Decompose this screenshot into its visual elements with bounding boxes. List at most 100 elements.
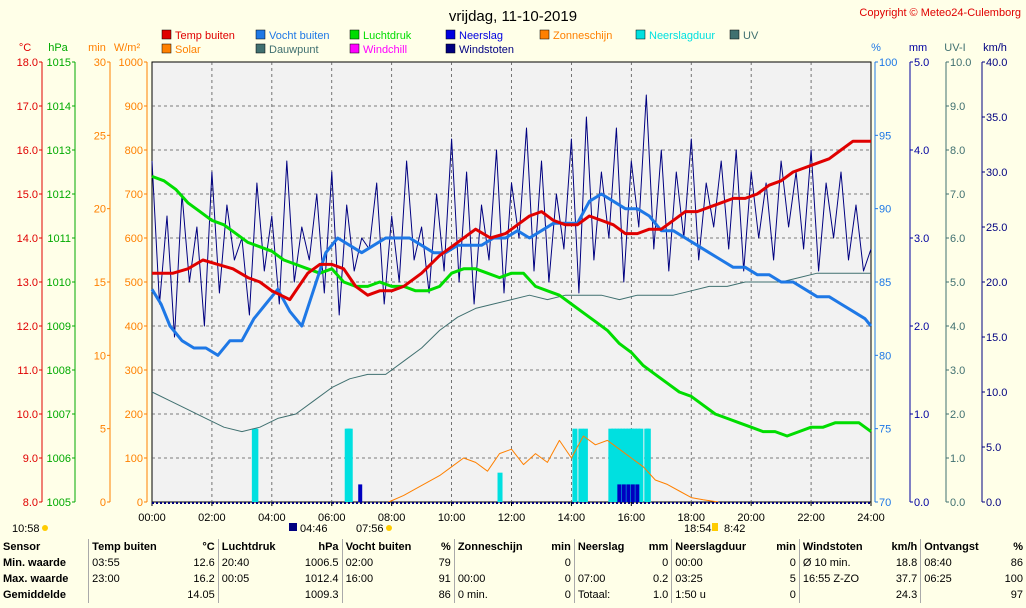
axis-tick-label: 1000: [119, 57, 143, 69]
summary-cell-value: 1012.4: [304, 573, 339, 585]
moonrise-label: 04:46: [300, 523, 328, 535]
summary-cell-value: 0: [564, 573, 571, 585]
axis-tick-label: 15.0: [986, 332, 1007, 344]
axis-tick-label: 12.0: [17, 321, 38, 333]
axis-tick-label: 85: [879, 277, 891, 289]
rain-duration-bar: [578, 428, 584, 502]
x-tick-label: 00:00: [138, 512, 166, 524]
axis-tick-label: 0.0: [914, 497, 929, 509]
precipitation-bar: [626, 484, 631, 502]
rain-duration-bar: [572, 428, 578, 502]
x-tick-label: 02:00: [198, 512, 226, 524]
summary-cell-time: 16:00: [341, 571, 432, 587]
rain-duration-bar: [608, 428, 614, 502]
axis-tick-label: 900: [125, 101, 143, 113]
summary-cell-time: 06:25: [920, 571, 996, 587]
legend: Temp buiten Vocht buiten Luchtdruk Neerslag…: [161, 29, 759, 56]
summary-header-label: Windstoten: [798, 539, 882, 555]
axis-tick-label: 100: [125, 453, 143, 465]
summary-table: Sensor Temp buiten °C Luchtdruk hPa Vocht bui…: [0, 539, 1026, 603]
series-line-solar: [388, 435, 719, 503]
axis-tick-label: 70: [879, 497, 891, 509]
legend-label: Windstoten: [459, 44, 514, 56]
axis-tick-label: 1008: [47, 365, 71, 377]
axis-tick-label: 80: [879, 350, 891, 362]
legend-label: Solar: [175, 44, 201, 56]
precipitation-bar: [617, 484, 622, 502]
summary-header-unit: °C: [202, 541, 215, 553]
axis-tick-label: 25.0: [986, 222, 1007, 234]
rain-duration-bar: [582, 428, 588, 502]
summary-cell-value: 14.05: [187, 589, 215, 601]
axis-tick-label: 2.0: [914, 321, 929, 333]
axis-tick-label: 1014: [47, 101, 71, 113]
axis-tick-label: 14.0: [17, 233, 38, 245]
sunset-label: 18:54: [684, 523, 712, 535]
rain-duration-bar: [635, 428, 641, 502]
series-line-dauwpunt: [151, 272, 871, 433]
rain-duration-bar: [617, 428, 623, 502]
rain-duration-bar: [632, 428, 638, 502]
axis-unit-right: mm: [909, 42, 927, 54]
axis-unit-left: °C: [19, 42, 31, 54]
axis-tick-label: 5.0: [914, 57, 929, 69]
axis-tick-label: 1009: [47, 321, 71, 333]
axis-tick-label: 1010: [47, 277, 71, 289]
x-tick-label: 14:00: [558, 512, 586, 524]
legend-label: UV: [743, 30, 759, 42]
summary-header-label: Temp buiten: [88, 539, 177, 555]
axis-unit-left: W/m²: [114, 42, 141, 54]
summary-cell-time: [217, 587, 293, 603]
x-tick-label: 08:00: [378, 512, 406, 524]
sunrise-icon: [386, 525, 392, 531]
summary-cell-value: 1.0: [652, 589, 669, 601]
summary-header-label: Neerslag: [573, 539, 640, 555]
sunset-icon: [712, 523, 718, 531]
axis-tick-label: 90: [879, 204, 891, 216]
summary-cell-value: 0: [789, 557, 796, 569]
axis-tick-label: 20.0: [986, 277, 1007, 289]
summary-cell-time: [573, 555, 640, 571]
summary-cell-time: 20:40: [217, 555, 293, 571]
axis-tick-label: 1007: [47, 409, 71, 421]
axis-tick-label: 25: [94, 130, 106, 142]
rain-duration-bar: [620, 428, 626, 502]
summary-cell-value: 100: [1004, 573, 1023, 585]
legend-label: Neerslagduur: [649, 30, 715, 42]
legend-swatch: [161, 29, 172, 40]
summary-cell-time: 03:55: [88, 555, 177, 571]
legend-label: Dauwpunt: [269, 44, 319, 56]
axis-tick-label: 700: [125, 189, 143, 201]
rain-duration-bar: [497, 472, 503, 502]
summary-header-sensor: Sensor: [3, 541, 41, 553]
axis-tick-label: 0.0: [986, 497, 1001, 509]
x-tick-label: 10:00: [438, 512, 466, 524]
summary-cell-value: 5: [789, 573, 796, 585]
axis-tick-label: 17.0: [17, 101, 38, 113]
summary-cell-value: 86: [1010, 557, 1023, 569]
axis-tick-label: 9.0: [23, 453, 38, 465]
axis-units: °C hPa min W/m²% mm UV-I km/h: [19, 42, 1007, 54]
axis-unit-left: hPa: [48, 42, 68, 54]
summary-cell-time: 00:00: [453, 571, 543, 587]
legend-label: Zonneschijn: [553, 30, 612, 42]
legend-label: Temp buiten: [175, 30, 235, 42]
summary-header-row: Sensor Temp buiten °C Luchtdruk hPa Vocht bui…: [0, 539, 1026, 555]
rain-duration-bar: [611, 428, 617, 502]
x-tick-label: 22:00: [797, 512, 825, 524]
axis-tick-label: 18.0: [17, 57, 38, 69]
summary-row-avg: Gemiddelde 14.05 1009.3 86 0 min. 0 Totaal: 1.0…: [0, 587, 1026, 603]
moonset-label: 8:42: [724, 523, 745, 535]
axis-tick-label: 5.0: [950, 277, 965, 289]
axis-tick-label: 30.0: [986, 167, 1007, 179]
axis-tick-label: 10: [94, 350, 106, 362]
summary-header-unit: hPa: [318, 541, 339, 553]
summary-cell-time: 00:00: [671, 555, 768, 571]
summary-cell-time: 07:00: [573, 571, 640, 587]
axis-tick-label: 9.0: [950, 101, 965, 113]
sunrise-label: 07:56: [356, 523, 384, 535]
axis-tick-label: 5: [100, 424, 106, 436]
axis-tick-label: 4.0: [914, 145, 929, 157]
x-tick-label: 24:00: [857, 512, 885, 524]
axis-tick-label: 13.0: [17, 277, 38, 289]
